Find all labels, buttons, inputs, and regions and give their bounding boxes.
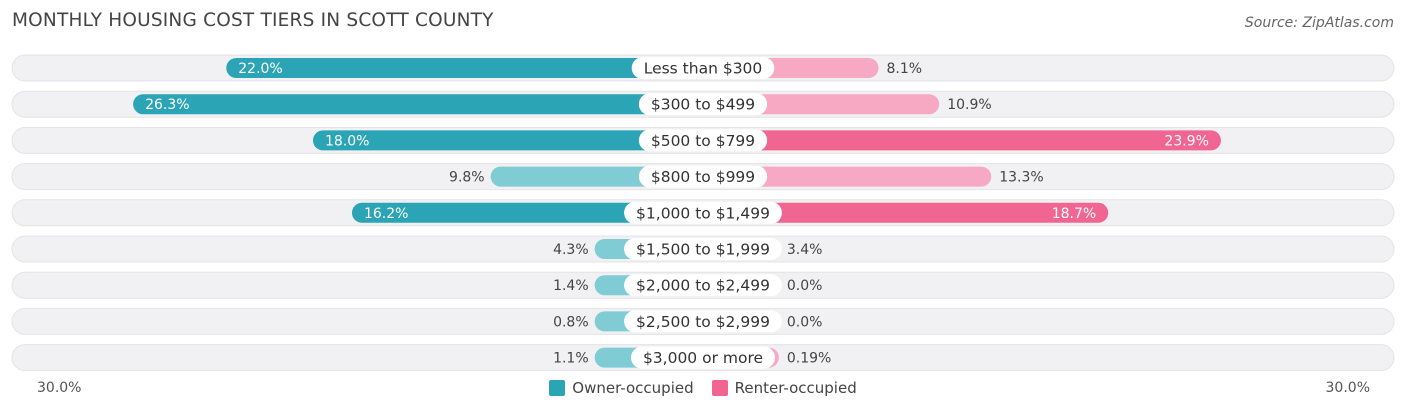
category-label: $1,500 to $1,999 <box>636 241 770 259</box>
legend: Owner-occupied Renter-occupied <box>0 379 1406 397</box>
owner-value-label: 1.1% <box>553 351 589 367</box>
legend-label-renter: Renter-occupied <box>734 379 857 397</box>
category-label: $1,000 to $1,499 <box>636 204 770 222</box>
renter-value-label: 10.9% <box>947 97 991 113</box>
category-label: Less than $300 <box>644 60 763 78</box>
category-label: $800 to $999 <box>651 168 755 186</box>
category-pill <box>631 57 775 79</box>
owner-bar[interactable] <box>133 94 704 115</box>
owner-value-label: 1.4% <box>553 278 589 294</box>
legend-label-owner: Owner-occupied <box>572 379 694 397</box>
renter-value-label: 8.1% <box>887 61 923 77</box>
category-pill <box>624 238 782 260</box>
owner-value-label: 18.0% <box>325 133 369 149</box>
category-pill <box>624 201 782 224</box>
renter-value-label: 0.19% <box>787 351 831 367</box>
owner-value-label: 4.3% <box>553 242 589 258</box>
owner-value-label: 26.3% <box>145 97 189 113</box>
category-pill <box>624 274 782 297</box>
owner-value-label: 9.8% <box>449 170 485 186</box>
axis-right-label: 30.0% <box>1325 380 1370 396</box>
chart-source: Source: ZipAtlas.com <box>1244 15 1394 31</box>
category-label: $3,000 or more <box>643 349 763 367</box>
category-label: $500 to $799 <box>651 132 755 150</box>
category-pill <box>638 129 768 152</box>
legend-item-renter[interactable]: Renter-occupied <box>711 379 857 397</box>
renter-bar[interactable] <box>703 130 1221 151</box>
category-label: $2,500 to $2,999 <box>636 313 770 331</box>
category-pill <box>624 310 782 333</box>
category-pill <box>638 165 768 188</box>
axis-left-label: 30.0% <box>37 380 82 396</box>
renter-value-label: 23.9% <box>1164 133 1208 149</box>
renter-value-label: 0.0% <box>787 278 823 294</box>
renter-value-label: 13.3% <box>999 170 1043 186</box>
diverging-bar-chart: 22.0% 8.1% Less than $300 26.3% 10.9% $300 to… <box>11 54 1395 372</box>
renter-bar[interactable] <box>703 166 992 187</box>
owner-value-label: 0.8% <box>553 314 589 330</box>
renter-value-label: 0.0% <box>787 314 823 330</box>
category-pill <box>630 346 776 369</box>
owner-value-label: 22.0% <box>238 61 282 77</box>
owner-bar[interactable] <box>351 202 703 223</box>
chart-row: 16.2% 18.7% <box>11 199 1395 227</box>
owner-bar[interactable] <box>312 130 703 151</box>
renter-bar[interactable] <box>703 202 1109 223</box>
owner-value-label: 16.2% <box>364 206 408 222</box>
legend-item-owner[interactable]: Owner-occupied <box>549 379 694 397</box>
owner-bar[interactable] <box>226 58 703 78</box>
renter-value-label: 3.4% <box>787 242 823 258</box>
legend-swatch-renter <box>711 380 728 396</box>
category-pill <box>638 93 768 116</box>
chart-title: MONTHLY HOUSING COST TIERS IN SCOTT COUN… <box>12 10 494 31</box>
renter-value-label: 18.7% <box>1052 206 1096 222</box>
category-label: $2,000 to $2,499 <box>636 277 770 295</box>
legend-swatch-owner <box>549 380 566 396</box>
category-label: $300 to $499 <box>651 96 755 114</box>
